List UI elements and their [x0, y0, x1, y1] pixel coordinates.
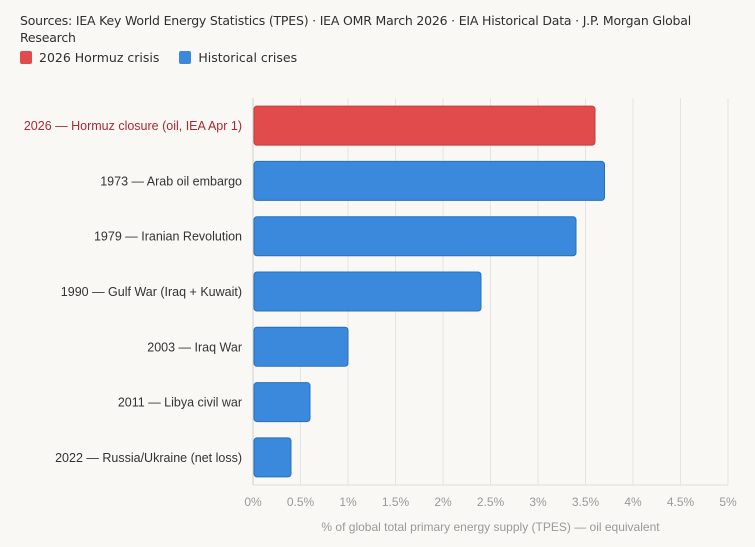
category-label: 2011 — Libya civil war — [118, 396, 242, 410]
category-label: 1990 — Gulf War (Iraq + Kuwait) — [61, 285, 242, 299]
bar — [253, 437, 292, 478]
bar — [253, 105, 596, 146]
x-tick-label: 2.5% — [477, 495, 505, 509]
x-tick-label: 3% — [529, 495, 547, 509]
legend-item-hormuz[interactable]: 2026 Hormuz crisis — [20, 50, 159, 65]
category-label: 2022 — Russia/Ukraine (net loss) — [55, 451, 242, 465]
bar — [253, 160, 605, 201]
x-tick-label: 0% — [244, 495, 262, 509]
x-tick-label: 4% — [624, 495, 642, 509]
category-label: 1979 — Iranian Revolution — [94, 230, 242, 244]
x-tick-label: 3.5% — [572, 495, 600, 509]
legend-item-historical[interactable]: Historical crises — [179, 50, 297, 65]
bar — [253, 216, 577, 257]
x-axis-title: % of global total primary energy supply … — [321, 520, 660, 534]
x-tick-label: 1% — [339, 495, 357, 509]
x-tick-label: 2% — [434, 495, 452, 509]
bar — [253, 271, 482, 312]
category-label: 2026 — Hormuz closure (oil, IEA Apr 1) — [24, 119, 242, 133]
legend-swatch-hormuz — [20, 51, 32, 64]
bar — [253, 382, 311, 423]
x-tick-label: 4.5% — [667, 495, 695, 509]
legend: 2026 Hormuz crisis Historical crises — [20, 50, 317, 65]
x-tick-label: 0.5% — [287, 495, 315, 509]
sources-note: Sources: IEA Key World Energy Statistics… — [20, 13, 692, 45]
bar — [253, 326, 349, 367]
x-tick-label: 5% — [719, 495, 737, 509]
category-label: 1973 — Arab oil embargo — [100, 174, 242, 188]
legend-swatch-historical — [179, 51, 192, 64]
legend-label-historical: Historical crises — [198, 50, 298, 65]
category-label: 2003 — Iraq War — [147, 340, 242, 354]
legend-label-hormuz: 2026 Hormuz crisis — [39, 50, 160, 65]
x-tick-label: 1.5% — [382, 495, 410, 509]
